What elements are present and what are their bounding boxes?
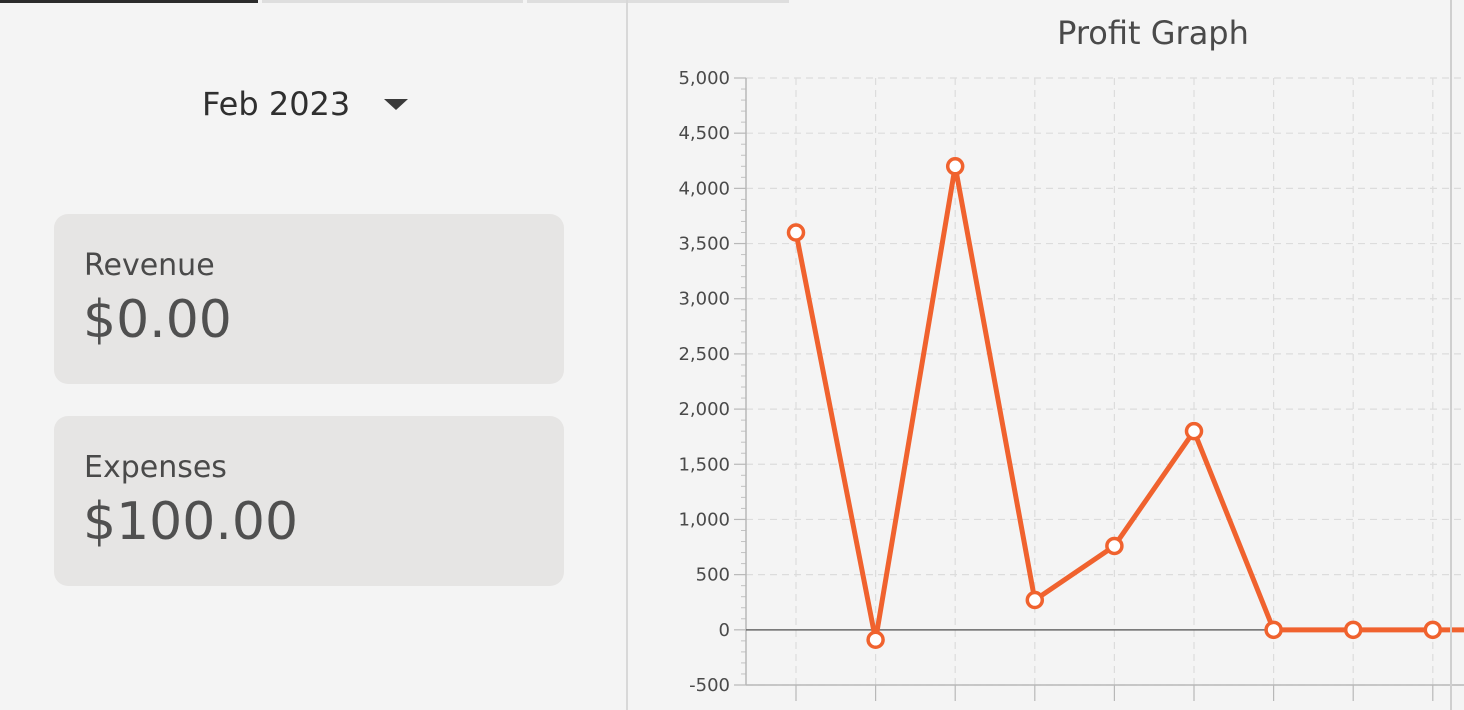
tab-3[interactable] [527,0,789,3]
y-tick-label: -500 [689,675,730,696]
y-tick-label: 1,000 [678,509,730,530]
expenses-value: $100.00 [83,492,299,552]
y-tick-label: 4,000 [678,178,730,199]
y-tick-label: 5,000 [678,68,730,89]
profit-data-point [1025,590,1045,610]
y-tick-label: 4,500 [678,123,730,144]
chart-canvas: -500 0 500 1,000 1,500 2,000 2,500 3,000 3,500 4,… [678,68,1464,701]
y-tick-label: 3,500 [678,234,730,255]
profit-series-line [793,163,1464,643]
y-tick-label: 1,500 [678,454,730,475]
month-dropdown-value: Feb 2023 [202,85,351,123]
profit-data-point [945,157,965,176]
tab-strip [0,0,790,3]
tab-active[interactable] [0,0,258,3]
y-tick-label: 0 [719,620,730,641]
profit-data-point [1105,536,1124,556]
month-dropdown[interactable]: Feb 2023 [190,78,430,130]
profit-data-point [1423,620,1443,640]
revenue-value: $0.00 [83,290,232,350]
profit-chart: Profit Graph -500 0 500 1,000 1,500 2,000 2,50… [628,0,1464,710]
revenue-label: Revenue [84,248,215,283]
y-tick-label: 2,000 [678,399,730,420]
profit-data-point [866,630,885,650]
expenses-card: Expenses $100.00 [54,416,564,586]
pane-divider [626,0,628,710]
profit-data-point [1184,421,1204,441]
y-tick-label: 2,500 [678,344,730,365]
chart-title: Profit Graph [1057,14,1249,52]
y-tick-label: 500 [696,565,730,586]
profit-data-point [1343,620,1363,640]
chart-border [1450,0,1452,710]
summary-pane: Feb 2023 Revenue $0.00 Expenses $100.00 [0,0,626,710]
profit-data-point [786,223,806,242]
expenses-label: Expenses [84,450,227,485]
tab-2[interactable] [262,0,523,3]
profit-data-point [1264,620,1283,640]
caret-down-icon[interactable] [384,98,409,110]
y-tick-label: 3,000 [678,289,730,310]
revenue-card: Revenue $0.00 [54,214,564,384]
